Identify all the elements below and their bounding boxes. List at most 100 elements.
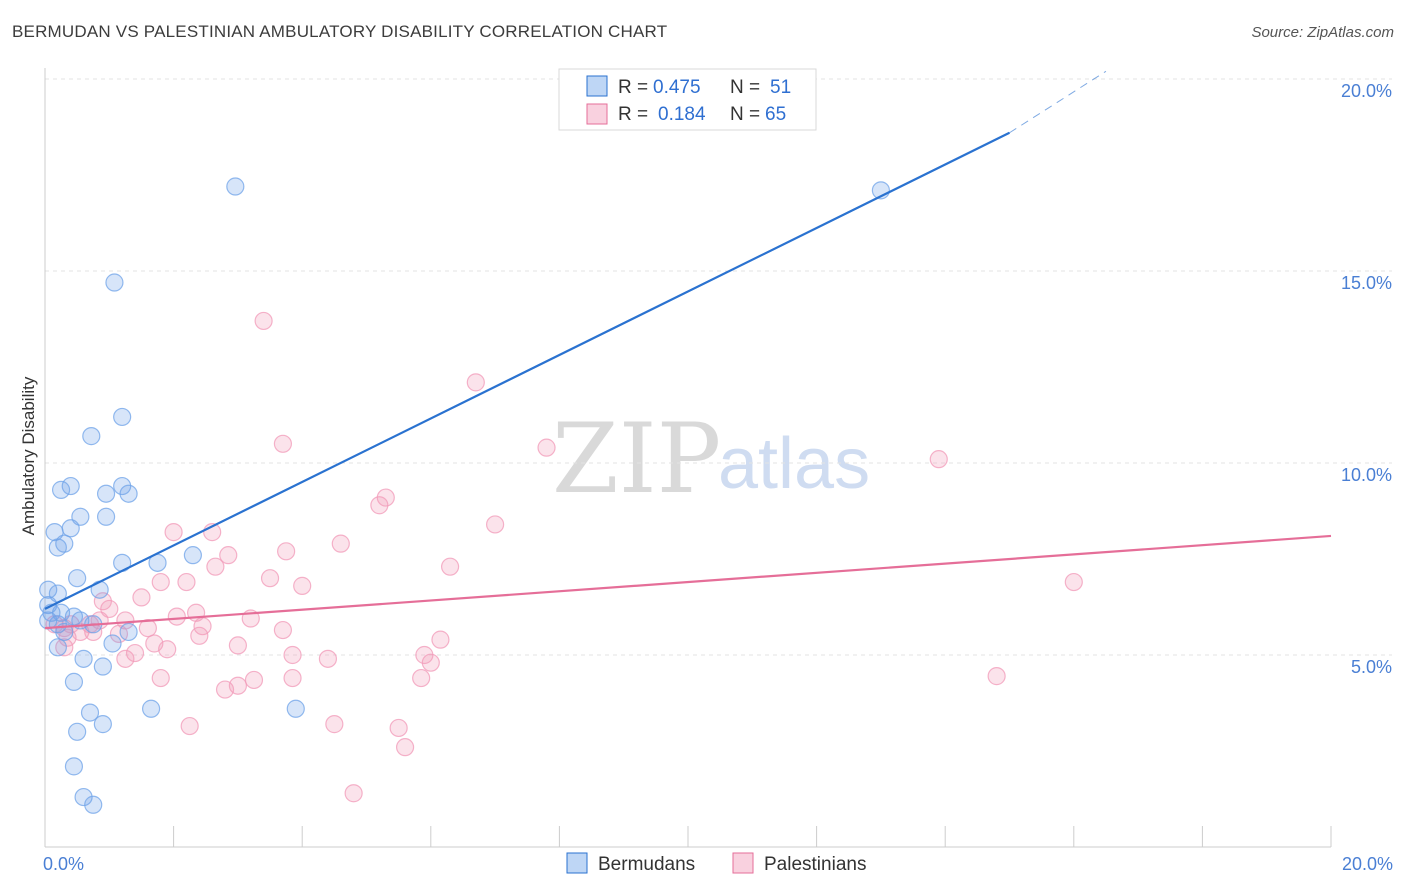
legend-r-label-palestinians: R =	[618, 104, 648, 125]
bermudans-point	[68, 722, 87, 741]
bermudans-point	[68, 569, 87, 588]
bermudans-point	[84, 795, 103, 814]
x-tick-label: 0.0%	[43, 854, 84, 874]
bermudans-point	[64, 757, 84, 776]
palestinians-point	[283, 668, 302, 688]
bermudans-point	[96, 484, 116, 503]
palestinians-point	[318, 649, 338, 668]
bermudans-point	[64, 672, 84, 691]
y-tick-label: 5.0%	[1351, 657, 1392, 677]
palestinians-point	[151, 572, 170, 592]
axes	[44, 68, 1332, 848]
source-label: Source: ZipAtlas.com	[1251, 24, 1394, 41]
palestinians-point	[132, 588, 151, 607]
bermudans-point	[61, 476, 80, 496]
bermudans-trend-line	[44, 131, 1010, 610]
bermudans-point	[119, 622, 138, 642]
palestinians-point	[466, 373, 485, 392]
bermudans-point	[141, 699, 161, 718]
palestinians-point	[395, 738, 415, 757]
palestinians-point	[1064, 572, 1083, 592]
palestinians-point	[370, 496, 389, 515]
palestinians-point	[177, 572, 196, 592]
palestinians-point	[151, 668, 170, 688]
palestinians-point	[486, 515, 505, 534]
bermudans-point	[39, 580, 58, 599]
legend-r-label-bermudans: R =	[618, 77, 648, 98]
legend-swatch-bermudans	[586, 75, 608, 97]
bermudans-point	[93, 715, 112, 734]
bermudans-point	[51, 480, 71, 499]
palestinians-point	[929, 450, 948, 469]
palestinians-point	[431, 630, 450, 649]
bermudans-point	[93, 657, 112, 676]
bermudans-point	[48, 538, 67, 557]
watermark-atlas: atlas	[718, 424, 870, 504]
legend-r-value-bermudans: 0.475	[653, 77, 701, 98]
bermudans-point	[226, 177, 245, 196]
bermudans-points	[39, 177, 891, 814]
palestinians-trend-line	[44, 534, 1332, 630]
palestinians-point	[206, 557, 225, 576]
palestinians-point	[180, 716, 199, 736]
x-tick-label: 20.0%	[1342, 854, 1393, 874]
bermudans-point	[48, 638, 67, 657]
palestinians-point	[260, 569, 280, 588]
palestinians-point	[412, 668, 431, 688]
bermudans-point	[80, 703, 100, 722]
bermudans-point	[183, 546, 202, 565]
palestinians-point	[389, 718, 408, 738]
trend-lines	[44, 70, 1332, 630]
bermudans-point	[103, 634, 122, 653]
series-legend-label-bermudans: Bermudans	[598, 854, 695, 875]
x-tick-labels: 0.0% 20.0%	[43, 854, 1393, 874]
bermudans-point	[119, 484, 138, 503]
palestinians-point	[537, 438, 556, 457]
palestinians-point	[293, 576, 312, 595]
series-legend-swatch-bermudans	[566, 852, 588, 874]
palestinians-point	[164, 523, 183, 542]
y-axis-label: Ambulatory Disability	[19, 376, 38, 535]
legend-r-value-palestinians: 0.184	[658, 104, 706, 125]
stats-legend-box	[558, 68, 817, 131]
palestinians-point	[273, 620, 293, 640]
stats-legend: R = 0.475 N = 51 R = 0.184 N = 65	[558, 68, 817, 131]
palestinians-point	[228, 636, 247, 655]
bermudans-point	[74, 787, 93, 807]
legend-n-label-bermudans: N =	[730, 77, 760, 98]
palestinians-point	[325, 715, 344, 734]
palestinians-point	[215, 680, 235, 699]
grid	[45, 78, 1392, 656]
palestinians-point	[219, 546, 238, 565]
bermudans-point	[82, 427, 101, 446]
palestinians-point	[344, 784, 363, 803]
y-tick-labels: 5.0% 10.0% 15.0% 20.0%	[1341, 81, 1392, 677]
y-tick-label: 20.0%	[1341, 81, 1392, 101]
bermudans-point	[286, 699, 305, 718]
bermudans-point	[96, 507, 116, 526]
y-tick-label: 15.0%	[1341, 273, 1392, 293]
palestinians-points	[45, 311, 1083, 803]
palestinians-point	[987, 667, 1006, 686]
bermudans-trend-extension	[1009, 70, 1107, 134]
palestinians-point	[244, 670, 264, 690]
series-legend: Bermudans Palestinians	[566, 852, 866, 875]
legend-n-value-bermudans: 51	[770, 77, 791, 98]
palestinians-point	[58, 628, 77, 647]
legend-n-value-palestinians: 65	[765, 104, 786, 125]
palestinians-point	[421, 653, 440, 672]
bermudans-point	[74, 649, 93, 668]
watermark-zip: ZIP	[552, 403, 721, 515]
palestinians-point	[158, 640, 177, 659]
palestinians-point	[138, 619, 157, 638]
bermudans-point	[61, 519, 80, 538]
series-legend-label-palestinians: Palestinians	[764, 854, 866, 875]
palestinians-point	[190, 626, 209, 645]
palestinians-point	[273, 434, 293, 453]
legend-swatch-palestinians	[586, 103, 608, 125]
palestinians-point	[167, 607, 186, 626]
bermudans-point	[105, 273, 124, 292]
bermudans-point	[113, 407, 132, 427]
palestinians-point	[125, 643, 145, 663]
